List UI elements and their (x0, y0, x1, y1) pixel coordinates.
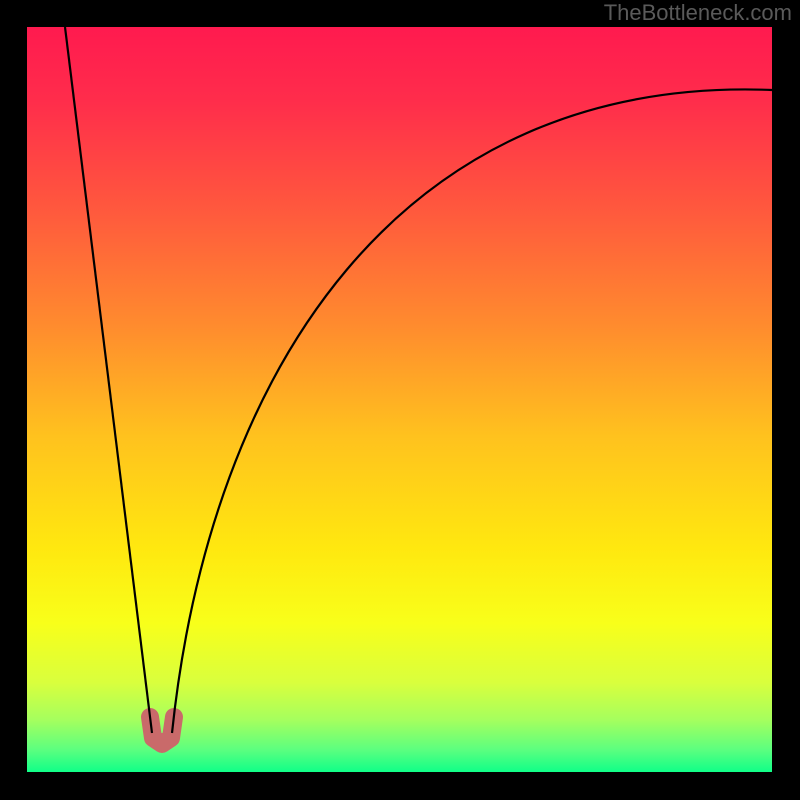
image-root: TheBottleneck.com (0, 0, 800, 800)
bottleneck-chart (0, 0, 800, 800)
watermark-text: TheBottleneck.com (604, 0, 792, 26)
chart-background (27, 27, 772, 772)
